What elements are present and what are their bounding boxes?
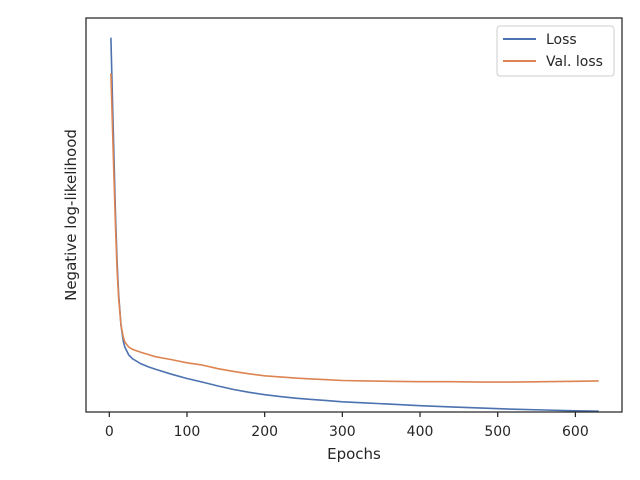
x-tick-label: 400	[407, 424, 434, 440]
x-tick-label: 0	[105, 424, 114, 440]
legend-label-loss: Loss	[546, 32, 577, 48]
plot-frame	[85, 17, 623, 413]
x-axis-label: Epochs	[327, 445, 381, 463]
series-layer	[110, 37, 599, 412]
legend-label-val-loss: Val. loss	[546, 54, 603, 70]
x-axis: 0 100 200 300 400 500 600	[105, 412, 589, 440]
series-line-val-loss	[110, 73, 599, 383]
legend: Loss Val. loss	[496, 25, 615, 77]
plot-background	[86, 18, 622, 412]
x-tick-label: 500	[484, 424, 511, 440]
x-tick-label: 600	[562, 424, 589, 440]
x-tick-label: 100	[174, 424, 201, 440]
x-tick-label: 300	[329, 424, 356, 440]
y-axis-label: Negative log-likelihood	[62, 129, 80, 301]
x-tick-label: 200	[251, 424, 278, 440]
